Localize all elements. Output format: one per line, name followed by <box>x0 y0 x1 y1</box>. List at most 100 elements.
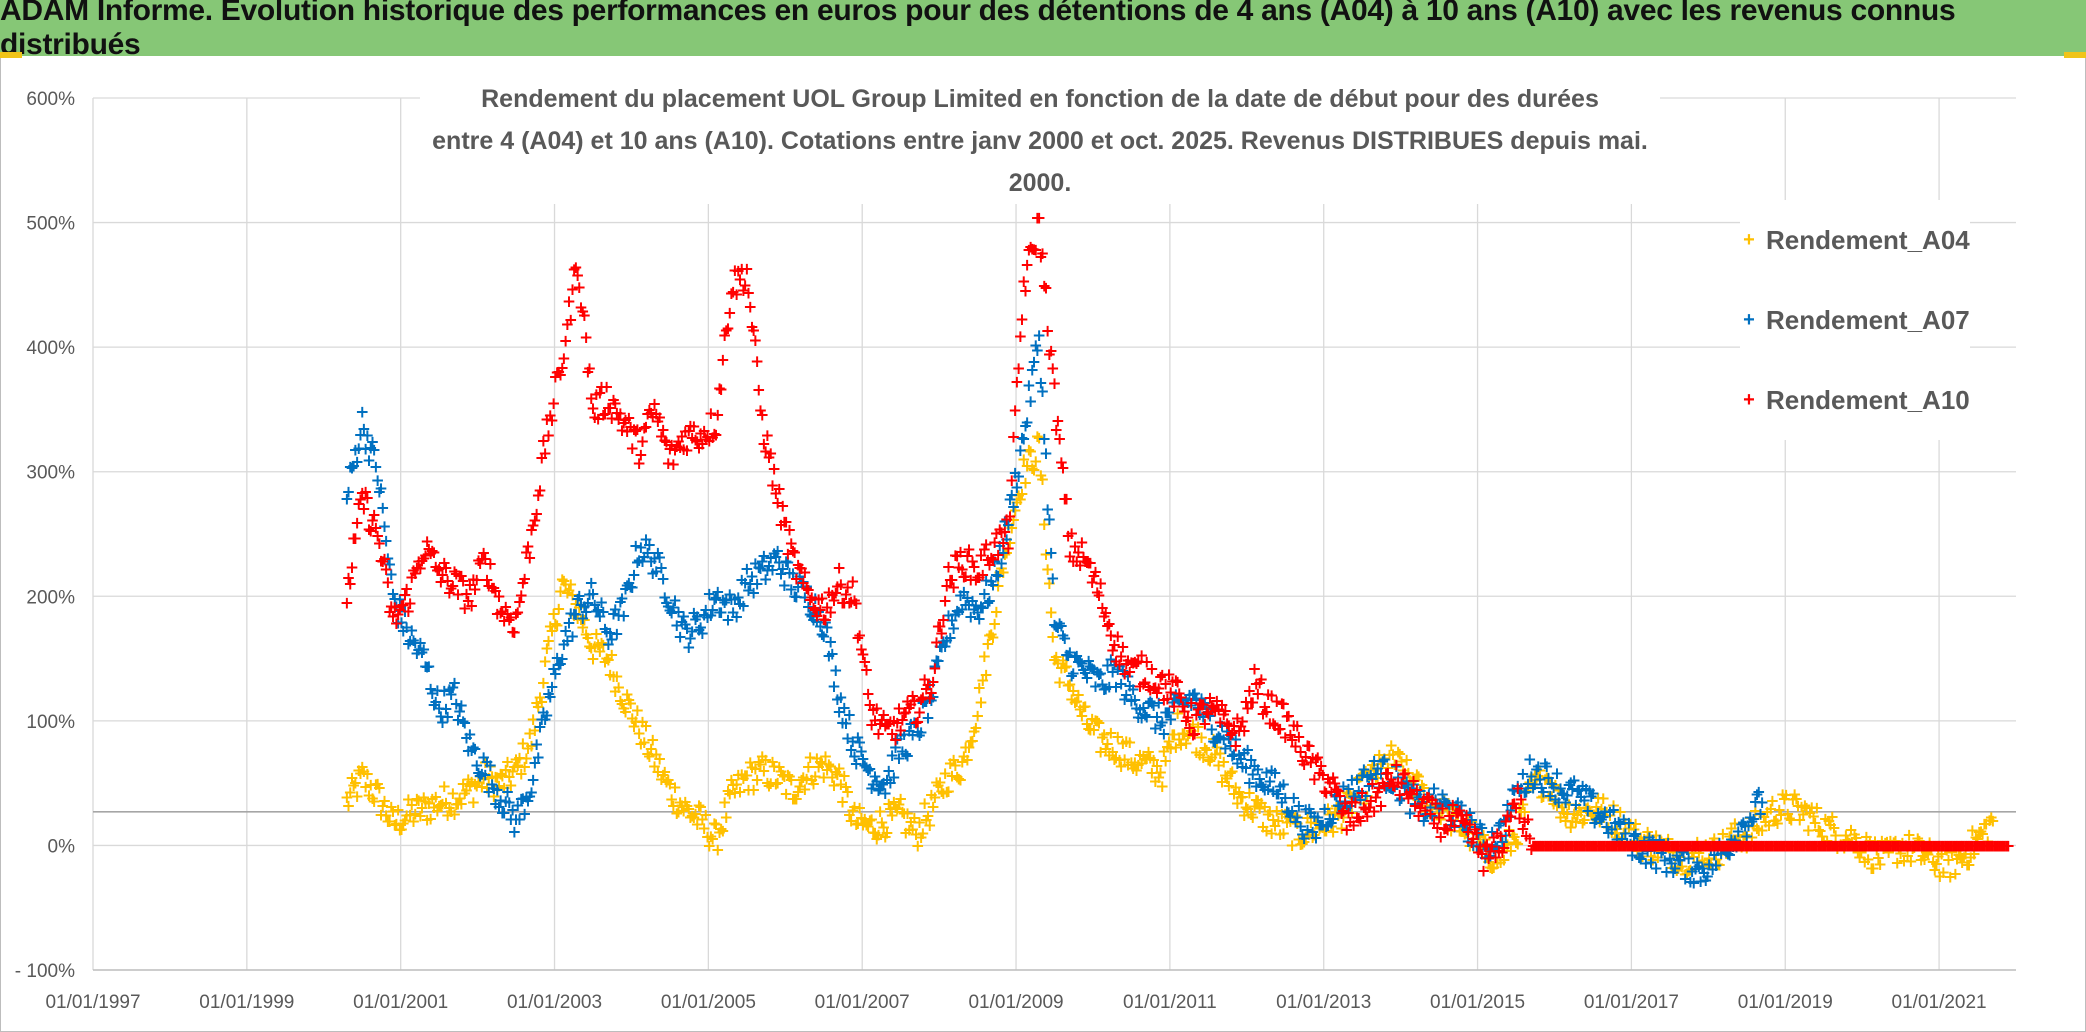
data-point: + <box>885 806 899 826</box>
data-point: + <box>842 806 856 826</box>
data-point: + <box>902 820 916 840</box>
data-point: + <box>586 649 600 669</box>
data-point: + <box>678 793 692 813</box>
data-point: + <box>735 765 749 785</box>
data-point: + <box>868 823 882 843</box>
data-point: + <box>830 765 844 785</box>
data-point: + <box>384 797 398 817</box>
data-point: + <box>536 673 550 693</box>
data-point: + <box>639 716 653 736</box>
data-point: + <box>1155 777 1169 797</box>
data-point: + <box>497 778 511 798</box>
data-point: + <box>589 625 603 645</box>
data-point: + <box>781 766 795 786</box>
data-point: + <box>1047 650 1061 670</box>
data-point: + <box>1013 490 1027 510</box>
data-point: + <box>499 761 513 781</box>
data-point: + <box>413 807 427 827</box>
data-point: + <box>468 774 482 794</box>
data-point: + <box>540 639 554 659</box>
data-point: + <box>981 635 995 655</box>
data-point: + <box>564 575 578 595</box>
data-point: + <box>483 554 497 574</box>
data-point: + <box>753 755 767 775</box>
data-point: + <box>1088 711 1102 731</box>
data-point: + <box>661 771 675 791</box>
data-point: + <box>707 814 721 834</box>
data-point: + <box>449 795 463 815</box>
data-point: + <box>1090 711 1104 731</box>
data-point: + <box>1035 470 1049 490</box>
data-point: + <box>856 816 870 836</box>
data-point: + <box>451 794 465 814</box>
data-point: + <box>1037 515 1051 535</box>
data-point: + <box>582 637 596 657</box>
data-point: + <box>994 559 1008 579</box>
data-point: + <box>873 802 887 822</box>
data-point: + <box>473 767 487 787</box>
data-point: + <box>664 790 678 810</box>
data-point: + <box>788 789 802 809</box>
data-point: + <box>478 753 492 773</box>
data-point: + <box>700 827 714 847</box>
data-point: + <box>991 577 1005 597</box>
data-point: + <box>572 278 586 298</box>
data-point: + <box>993 563 1007 583</box>
data-point: + <box>986 628 1000 648</box>
data-point: + <box>702 837 716 857</box>
data-point: + <box>899 823 913 843</box>
data-point: + <box>911 836 925 856</box>
data-point: + <box>1015 484 1029 504</box>
data-point: + <box>635 713 649 733</box>
data-point: + <box>517 758 531 778</box>
data-point: + <box>736 769 750 789</box>
data-point: + <box>699 805 713 825</box>
data-point: + <box>535 692 549 712</box>
data-point: + <box>743 753 757 773</box>
data-point: + <box>615 695 629 715</box>
data-point: + <box>562 581 576 601</box>
data-point: + <box>1986 812 2000 832</box>
data-point: + <box>948 756 962 776</box>
data-point: + <box>340 594 354 614</box>
data-point: + <box>760 773 774 793</box>
y-tick-label: 600% <box>26 89 75 110</box>
data-point: + <box>716 821 730 841</box>
data-point: + <box>931 776 945 796</box>
data-point: + <box>952 770 966 790</box>
data-point: + <box>653 749 667 769</box>
data-point: + <box>1237 721 1251 741</box>
legend-marker-a10: + <box>1743 388 1755 411</box>
data-point: + <box>675 796 689 816</box>
data-point: + <box>740 260 754 280</box>
data-point: + <box>955 753 969 773</box>
data-point: + <box>733 782 747 802</box>
data-point: + <box>815 754 829 774</box>
data-point: + <box>976 671 990 691</box>
data-point: + <box>634 735 648 755</box>
data-point: + <box>853 798 867 818</box>
data-point: + <box>545 622 559 642</box>
data-point: + <box>1027 460 1041 480</box>
data-point: + <box>1049 648 1063 668</box>
data-point: + <box>728 784 742 804</box>
data-point: + <box>594 633 608 653</box>
data-point: + <box>1008 501 1022 521</box>
data-point: + <box>430 801 444 821</box>
data-point: + <box>904 812 918 832</box>
data-point: + <box>1083 720 1097 740</box>
data-point: + <box>483 757 497 777</box>
data-point: + <box>988 614 1002 634</box>
data-point: + <box>844 812 858 832</box>
data-point: + <box>541 632 555 652</box>
chart-title-line2: entre 4 (A04) et 10 ans (A10). Cotations… <box>432 127 1648 197</box>
data-point: + <box>1071 685 1085 705</box>
data-point: + <box>849 815 863 835</box>
data-point: + <box>818 747 832 767</box>
legend-marker-a04: + <box>1743 228 1755 251</box>
data-point: + <box>386 802 400 822</box>
data-point: + <box>796 768 810 788</box>
data-point: + <box>811 758 825 778</box>
data-point: + <box>381 573 395 593</box>
data-point: + <box>538 652 552 672</box>
